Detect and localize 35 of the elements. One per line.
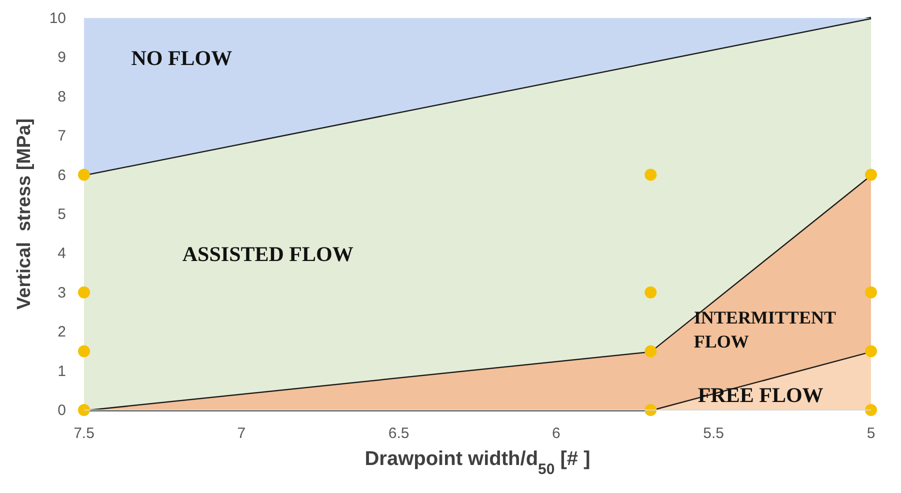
y-tick-label: 7	[58, 128, 66, 145]
point	[78, 168, 90, 181]
y-tick-label: 8	[58, 88, 66, 106]
point	[78, 286, 90, 298]
y-tick-label: 3	[58, 284, 66, 302]
y-axis-title: Vertical stress [MPa]	[14, 118, 35, 310]
y-tick-label: 4	[58, 245, 66, 262]
x-tick-label: 7.5	[74, 425, 94, 442]
x-tick-label: 6	[552, 425, 560, 442]
point	[865, 404, 877, 416]
point	[865, 168, 877, 181]
y-tick-label: 10	[49, 10, 66, 27]
annotation: INTERMITTENT FLOW	[694, 307, 836, 352]
point	[865, 345, 877, 358]
x-tick-label: 6.5	[388, 425, 410, 442]
x-tick-label: 7	[237, 425, 246, 442]
point	[644, 168, 657, 181]
x-axis-title: Drawpoint width/d$_{50}$ [# ]	[364, 448, 590, 478]
annotation: NO FLOW	[131, 46, 232, 70]
annotation: ASSISTED FLOW	[182, 242, 354, 266]
annotation: FREE FLOW	[698, 383, 824, 408]
y-tick-label: 2	[58, 324, 66, 341]
y-tick-label: 9	[58, 49, 66, 66]
x-tick-label: 5	[866, 425, 876, 442]
point	[865, 286, 877, 298]
point	[644, 404, 657, 416]
point	[78, 404, 90, 416]
y-tick-label: 1	[58, 362, 66, 380]
point	[78, 345, 90, 358]
point	[644, 345, 657, 358]
point	[644, 286, 657, 298]
y-tick-label: 5	[58, 206, 66, 223]
y-tick-label: 6	[58, 166, 66, 184]
x-tick-label: 5.5	[703, 425, 724, 442]
y-tick-label: 0	[58, 402, 66, 419]
